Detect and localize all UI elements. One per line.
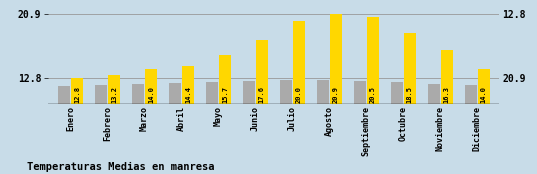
Bar bbox=[293, 21, 304, 104]
Bar bbox=[206, 82, 218, 104]
Bar bbox=[330, 14, 342, 104]
Text: 14.0: 14.0 bbox=[481, 86, 487, 103]
Text: 18.5: 18.5 bbox=[407, 86, 413, 103]
Text: 14.4: 14.4 bbox=[185, 86, 191, 103]
Text: 14.0: 14.0 bbox=[148, 86, 154, 103]
Bar bbox=[243, 81, 255, 104]
Bar bbox=[71, 78, 83, 104]
Text: 20.0: 20.0 bbox=[296, 86, 302, 103]
Bar bbox=[145, 69, 157, 104]
Text: 20.9: 20.9 bbox=[333, 86, 339, 103]
Bar bbox=[391, 82, 403, 104]
Bar bbox=[219, 55, 231, 104]
Text: 12.8: 12.8 bbox=[74, 86, 80, 103]
Bar bbox=[478, 69, 490, 104]
Bar bbox=[182, 66, 194, 104]
Text: Temperaturas Medias en manresa: Temperaturas Medias en manresa bbox=[27, 162, 214, 172]
Text: 20.5: 20.5 bbox=[370, 86, 376, 103]
Bar bbox=[367, 17, 379, 104]
Bar bbox=[354, 81, 366, 104]
Bar bbox=[169, 83, 181, 104]
Bar bbox=[95, 85, 107, 104]
Bar bbox=[132, 84, 144, 104]
Bar bbox=[108, 75, 120, 104]
Text: 16.3: 16.3 bbox=[444, 86, 449, 103]
Text: 13.2: 13.2 bbox=[111, 86, 117, 103]
Bar bbox=[428, 84, 440, 104]
Bar bbox=[58, 86, 70, 104]
Bar bbox=[441, 50, 453, 104]
Bar bbox=[280, 80, 292, 104]
Text: 17.6: 17.6 bbox=[259, 86, 265, 103]
Text: 15.7: 15.7 bbox=[222, 86, 228, 103]
Bar bbox=[404, 33, 416, 104]
Bar bbox=[317, 80, 329, 104]
Bar bbox=[465, 85, 477, 104]
Bar bbox=[256, 40, 268, 104]
